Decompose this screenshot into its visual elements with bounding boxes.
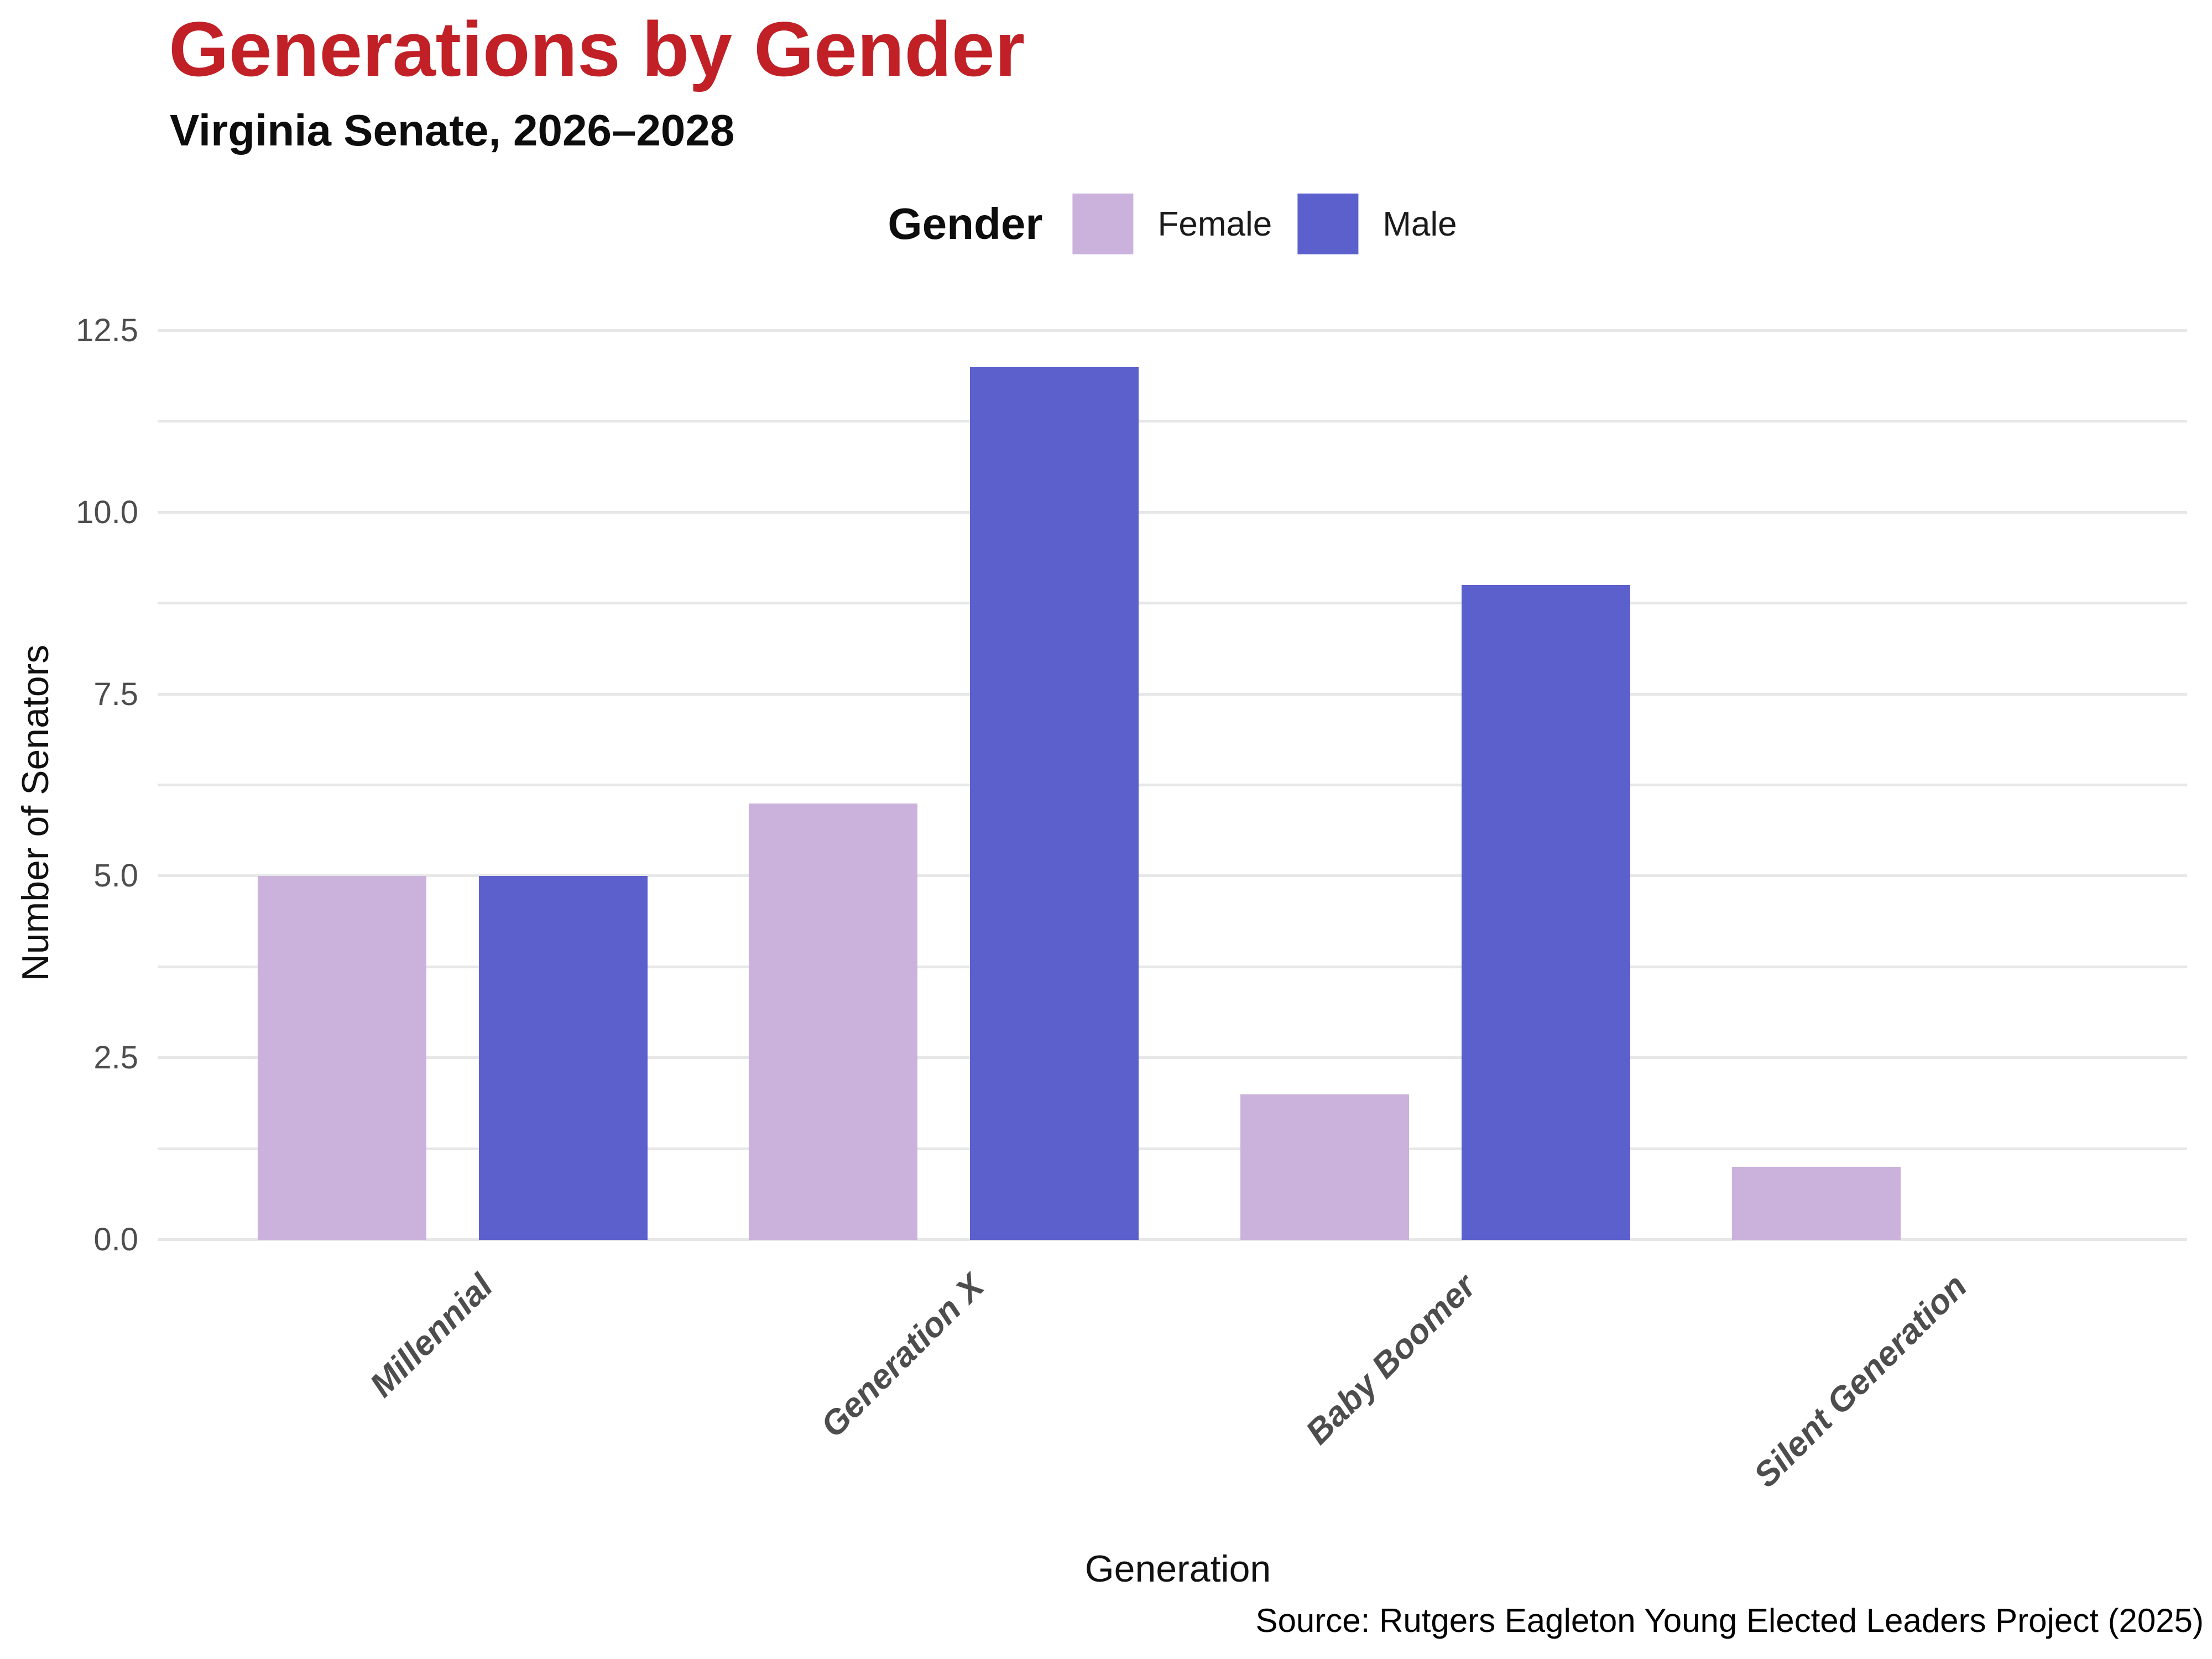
gridline [158,692,2187,696]
x-category-label: Generation X [813,1267,992,1445]
legend-label-female: Female [1157,205,1272,243]
gridline [158,965,2187,968]
y-tick-label: 10.0 [76,494,138,530]
y-tick-label: 0.0 [93,1222,138,1258]
page-subtitle: Virginia Senate, 2026–2028 [170,106,735,155]
y-tick-label: 2.5 [93,1040,138,1076]
bar-male-generation-x [970,367,1139,1240]
x-axis-title: Generation [1084,1548,1271,1590]
bar-male-millennial [478,876,648,1240]
gridline [158,1056,2187,1060]
bar-female-generation-x [749,803,918,1240]
x-category-label: Millennial [362,1267,500,1405]
plot-area: 0.0 2.5 5.0 7.5 10.0 12.5 Millennial Generation… [76,315,2187,1495]
female-swatch-icon [1072,194,1134,254]
bar-female-baby-boomer [1240,1094,1410,1240]
page-title: Generations by Gender [169,6,1025,92]
gridline [158,420,2187,423]
y-tick-label: 5.0 [93,858,138,894]
gridline [158,510,2187,514]
legend-item-female: Female [1072,194,1272,254]
x-category-label: Silent Generation [1746,1267,1975,1495]
legend-item-male: Male [1297,194,1457,254]
gridline [158,874,2187,878]
y-axis-title: Number of Senators [14,644,56,982]
x-category-label: Baby Boomer [1298,1267,1483,1452]
source-note: Source: Rutgers Eagleton Young Elected L… [1255,1602,2204,1639]
male-swatch-icon [1297,194,1359,254]
gridline [158,1147,2187,1150]
gridline [158,602,2187,605]
bar-male-baby-boomer [1462,585,1631,1240]
y-tick-label: 7.5 [93,676,138,712]
gridline [158,784,2187,786]
y-tick-label: 12.5 [76,312,138,348]
gridline [158,1238,2187,1241]
legend: Gender Female Male [888,194,1457,254]
legend-title: Gender [888,199,1043,248]
bar-female-silent-generation [1731,1167,1901,1240]
bar-female-millennial [257,876,426,1240]
gridline [158,329,2187,332]
legend-label-male: Male [1383,205,1457,243]
